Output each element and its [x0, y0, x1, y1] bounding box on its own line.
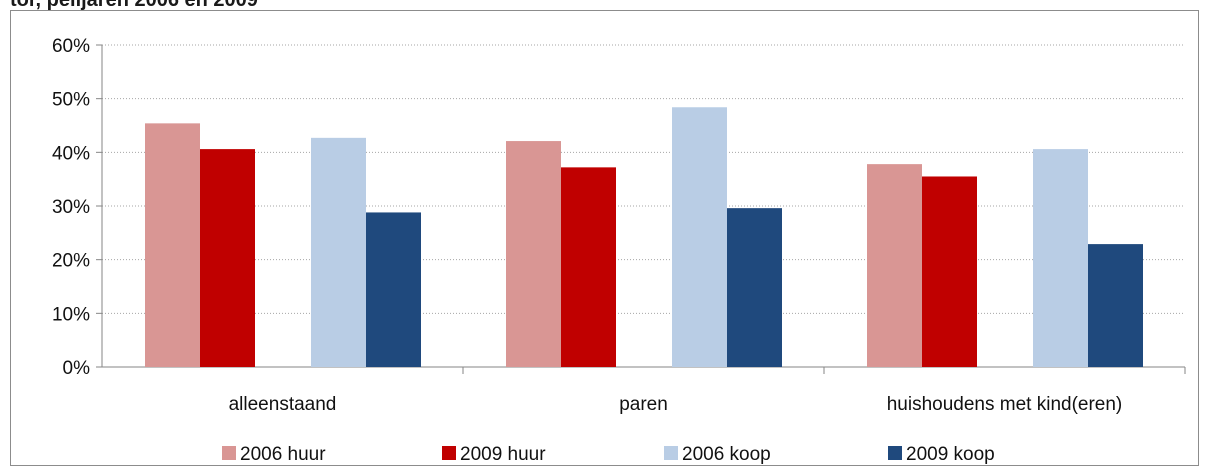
legend-label: 2009 koop — [906, 444, 995, 465]
legend-swatch — [664, 446, 678, 460]
x-tick-label: paren — [619, 394, 668, 415]
y-tick-label: 10% — [52, 304, 90, 325]
bar-2009-koop-2 — [1088, 244, 1143, 367]
bar-2009-huur-0 — [200, 149, 255, 367]
y-tick-label: 40% — [52, 143, 90, 164]
x-tick-labels: alleenstaand paren huishoudens met kind(er… — [229, 394, 1123, 415]
y-tick-label: 0% — [63, 358, 91, 379]
legend-swatch — [222, 446, 236, 460]
bar-2006-koop-1 — [672, 107, 727, 368]
bar-2006-huur-2 — [867, 164, 922, 367]
gridlines — [102, 44, 1185, 314]
bar-2009-koop-0 — [366, 212, 421, 367]
bar-2006-huur-0 — [145, 123, 200, 367]
bar-2009-koop-1 — [727, 208, 782, 367]
legend: 2006 huur 2009 huur 2006 koop 2009 koop — [222, 444, 995, 465]
bar-2006-koop-0 — [311, 137, 366, 367]
legend-label: 2006 huur — [240, 444, 326, 465]
axes — [96, 44, 1186, 374]
bar-2006-huur-1 — [506, 141, 561, 367]
y-tick-label: 60% — [52, 36, 90, 57]
y-tick-label: 20% — [52, 251, 90, 272]
bar-2006-koop-2 — [1033, 149, 1088, 367]
bar-2009-huur-1 — [561, 167, 616, 367]
bar-2009-huur-2 — [922, 176, 977, 367]
chart-title: tor, peiljaren 2006 en 2009 — [10, 0, 1200, 10]
legend-swatch — [442, 446, 456, 460]
y-tick-label: 30% — [52, 197, 90, 218]
y-tick-labels: 0% 10% 20% 30% 40% 50% 60% — [52, 36, 90, 379]
legend-label: 2006 koop — [682, 444, 771, 465]
legend-label: 2009 huur — [460, 444, 546, 465]
legend-swatch — [888, 446, 902, 460]
y-tick-label: 50% — [52, 90, 90, 111]
bars — [145, 107, 1143, 368]
x-tick-label: huishoudens met kind(eren) — [887, 394, 1123, 415]
x-tick-label: alleenstaand — [229, 394, 337, 415]
